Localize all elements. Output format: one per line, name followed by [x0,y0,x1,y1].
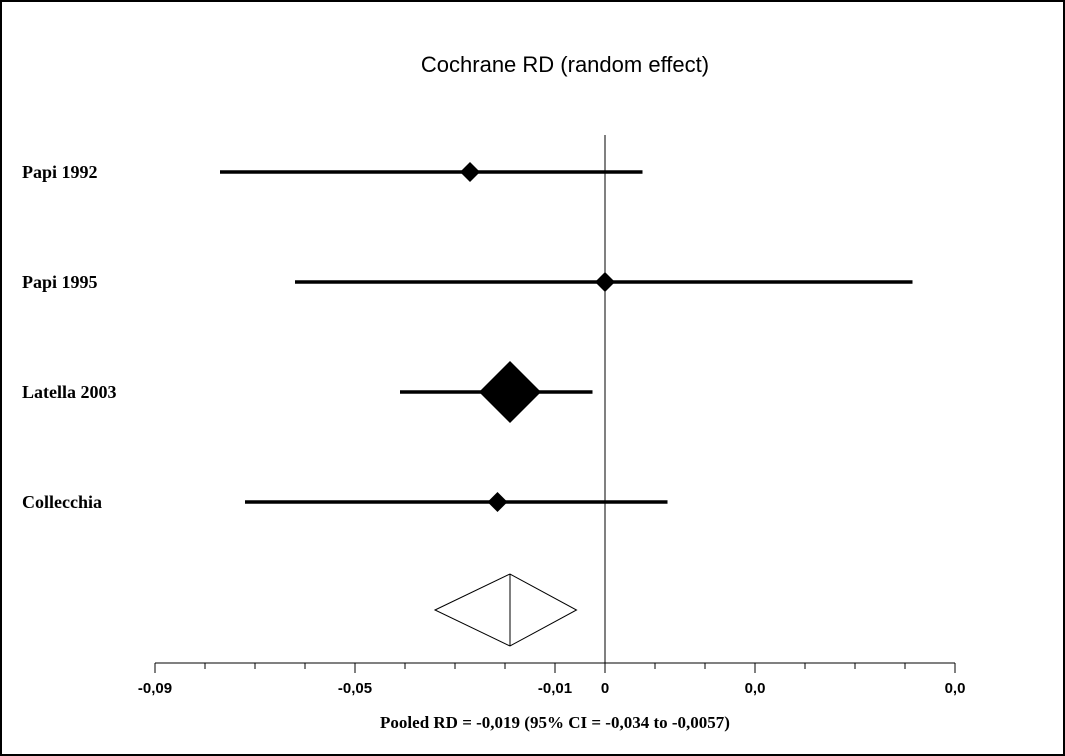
point-estimate-marker [595,272,615,292]
study-label: Collecchia [22,492,102,512]
study-rows: Papi 1992 Papi 1995 Latella 2003 Collecchia [22,162,913,512]
study-row: Latella 2003 [22,361,593,423]
study-label: Latella 2003 [22,382,117,402]
study-row: Papi 1995 [22,272,913,292]
x-tick-label: 0,0 [745,680,766,697]
x-tick-label: -0,09 [138,680,172,697]
study-label: Papi 1995 [22,272,98,292]
point-estimate-marker [460,162,480,182]
x-tick-label: -0,01 [538,680,572,697]
point-estimate-marker [479,361,541,423]
pooled-diamond [433,573,578,647]
x-tick-label: 0 [601,680,609,697]
x-axis: -0,09 -0,05 -0,01 0 0,0 0,0 [138,662,966,697]
x-tick-label: -0,05 [338,680,372,697]
chart-title: Cochrane RD (random effect) [421,52,709,77]
pooled-summary-text: Pooled RD = -0,019 (95% CI = -0,034 to -… [380,713,730,732]
pooled-estimate-group [433,573,578,647]
study-row: Papi 1992 [22,162,643,182]
study-row: Collecchia [22,492,668,512]
point-estimate-marker [487,492,508,512]
x-tick-label: 0,0 [945,680,966,697]
study-label: Papi 1992 [22,162,98,182]
